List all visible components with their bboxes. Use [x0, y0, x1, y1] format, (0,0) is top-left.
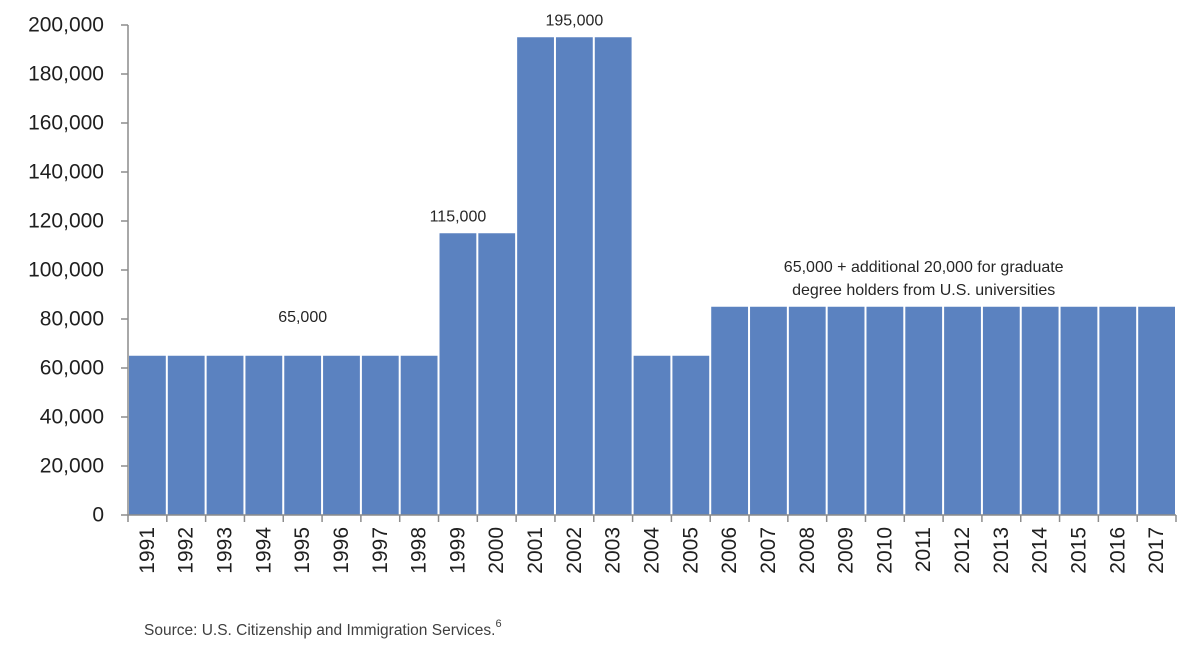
annotation-label: 65,000	[278, 309, 327, 326]
bar-1994	[245, 355, 283, 515]
bar-2014	[1021, 306, 1059, 515]
bar-1996	[323, 355, 360, 515]
x-tick-label: 2009	[835, 527, 858, 574]
x-tick-label: 2006	[718, 527, 741, 574]
x-tick-label: 2007	[757, 527, 780, 574]
x-axis: 1991 1992 1993 1994 1995 1996 1997 1998 1999 2000…	[127, 514, 1177, 574]
x-tick-label: 1994	[252, 527, 275, 574]
source-note: Source: U.S. Citizenship and Immigration…	[144, 618, 502, 640]
bar-2005	[672, 355, 710, 515]
x-tick-label: 1997	[369, 527, 392, 574]
y-tick-label: 80,000	[40, 308, 104, 331]
bar-1997	[361, 355, 399, 515]
x-tick-label: 2008	[796, 527, 819, 574]
y-axis: 0 20,000 40,000 60,000 80,000 100,000 120,000 1…	[28, 14, 129, 527]
y-tick-label: 100,000	[28, 259, 104, 282]
y-tick-label: 20,000	[40, 455, 104, 478]
bar-1995	[284, 355, 322, 515]
x-tick-label: 1993	[214, 527, 237, 574]
x-tick-label: 2003	[602, 527, 625, 574]
annotation-label: 65,000 + additional 20,000 for graduate	[784, 259, 1064, 276]
y-tick-label: 120,000	[28, 210, 104, 233]
bar-2015	[1060, 306, 1098, 515]
bar-1993	[206, 355, 244, 515]
bar-2011	[905, 306, 943, 515]
bar-2001	[517, 37, 554, 515]
y-tick-label: 200,000	[28, 14, 104, 37]
bar-1991	[129, 355, 166, 515]
x-tick-label: 2010	[873, 527, 896, 574]
bar-2000	[478, 233, 516, 515]
annotation-label: 115,000	[430, 208, 487, 225]
bar-2010	[866, 306, 904, 515]
x-tick-label: 2000	[485, 527, 508, 574]
x-tick-label: 2014	[1029, 527, 1052, 574]
bar-2002	[555, 37, 593, 515]
x-tick-label: 2004	[641, 527, 664, 574]
bar-2017	[1138, 306, 1175, 515]
x-tick-label: 1991	[136, 527, 159, 574]
x-tick-label: 2013	[990, 527, 1013, 574]
source-footnote: 6	[495, 618, 502, 630]
annotation-label: 195,000	[545, 12, 603, 29]
bar-2007	[750, 306, 787, 515]
y-tick-label: 140,000	[28, 161, 104, 184]
annotation-label: degree holders from U.S. universities	[792, 282, 1055, 299]
bar-2013	[982, 306, 1020, 515]
x-tick-label: 2005	[679, 527, 702, 574]
bar-1998	[400, 355, 438, 515]
x-tick-label: 1992	[175, 527, 198, 574]
y-tick-label: 40,000	[40, 406, 104, 429]
x-tick-label: 2016	[1106, 527, 1129, 574]
bar-1999	[439, 233, 477, 515]
x-tick-label: 2001	[524, 527, 547, 574]
bar-2016	[1099, 306, 1137, 515]
bar-1992	[167, 355, 205, 515]
x-tick-label: 1995	[291, 527, 314, 574]
x-tick-label: 2012	[951, 527, 974, 574]
x-tick-label: 2017	[1145, 527, 1168, 574]
x-tick-label: 1998	[408, 527, 431, 574]
bar-2009	[827, 306, 865, 515]
x-tick-label: 2002	[563, 527, 586, 574]
x-tick-label: 2015	[1067, 527, 1090, 574]
bar-2004	[633, 355, 671, 515]
bar-2006	[711, 306, 749, 515]
x-tick-label: 2011	[912, 527, 935, 572]
h1b-cap-bar-chart: 0 20,000 40,000 60,000 80,000 100,000 120,000 1…	[28, 12, 1177, 574]
annotations-group: 65,000 115,000 195,000 65,000 + additional …	[278, 12, 1063, 326]
bar-2008	[788, 306, 826, 515]
bar-2012	[944, 306, 981, 515]
x-tick-label: 1999	[446, 527, 469, 574]
x-tick-label: 1996	[330, 527, 353, 574]
bar-2003	[594, 37, 632, 515]
y-tick-label: 180,000	[28, 63, 104, 86]
y-tick-label: 0	[92, 504, 104, 527]
source-text: Source: U.S. Citizenship and Immigration…	[144, 622, 496, 640]
y-tick-label: 160,000	[28, 112, 104, 135]
bars-group	[129, 37, 1175, 515]
y-tick-label: 60,000	[40, 357, 104, 380]
